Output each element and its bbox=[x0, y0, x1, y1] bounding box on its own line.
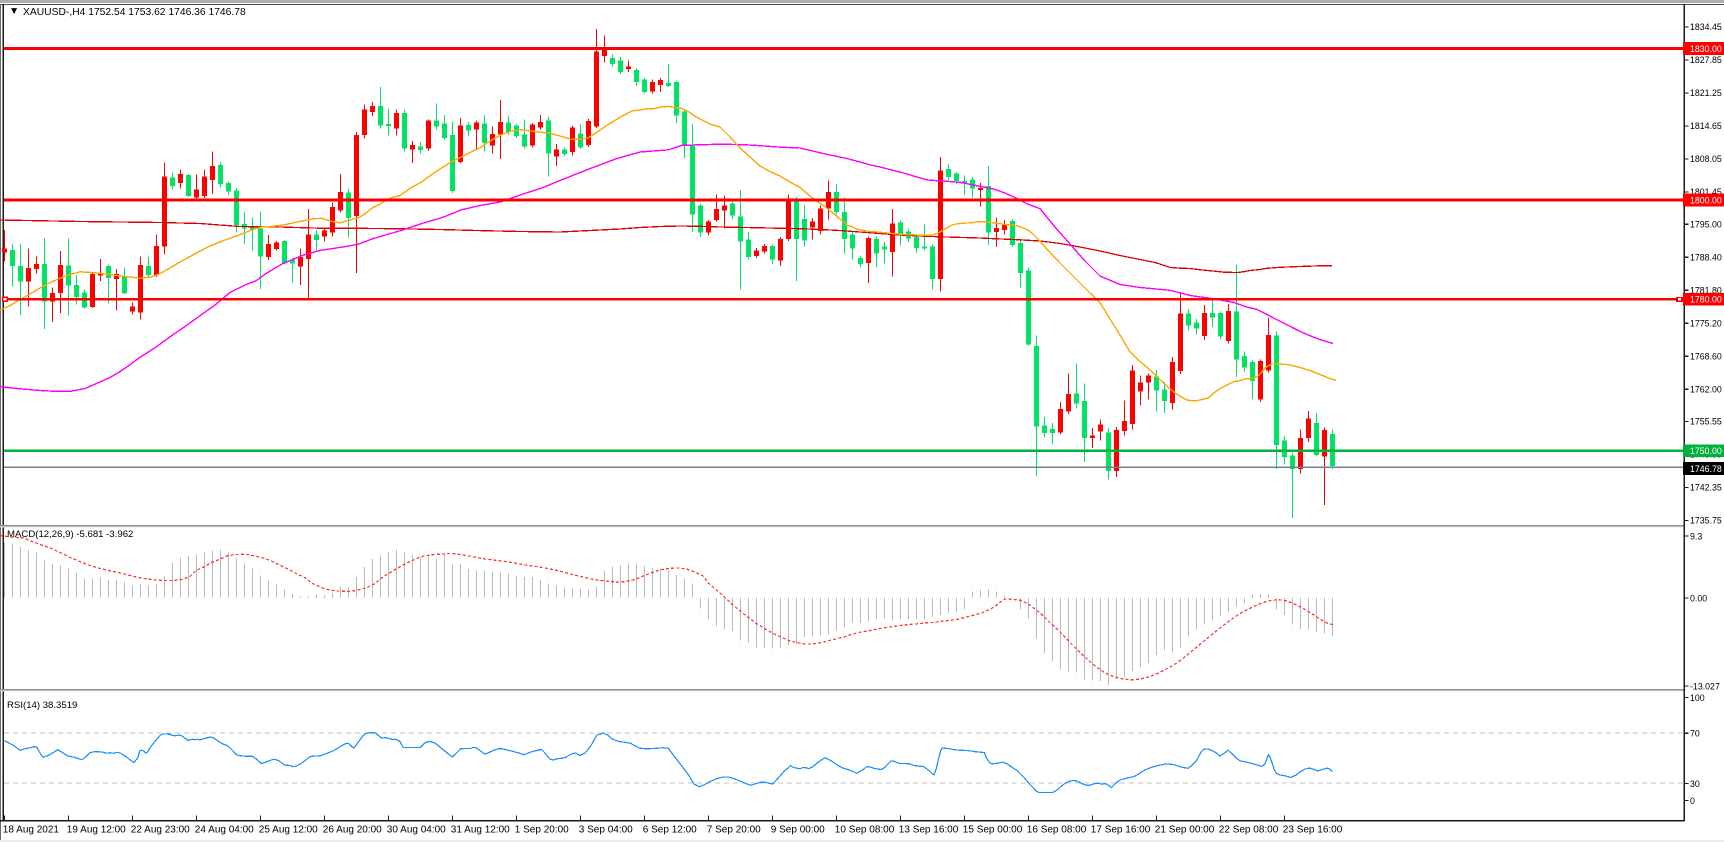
svg-text:1742.35: 1742.35 bbox=[1690, 483, 1722, 493]
svg-text:1788.40: 1788.40 bbox=[1690, 253, 1722, 263]
svg-text:1821.25: 1821.25 bbox=[1690, 88, 1722, 98]
svg-text:1830.00: 1830.00 bbox=[1690, 44, 1722, 54]
svg-text:22 Sep 08:00: 22 Sep 08:00 bbox=[1219, 825, 1279, 836]
svg-text:1762.00: 1762.00 bbox=[1690, 385, 1722, 395]
svg-text:6 Sep 12:00: 6 Sep 12:00 bbox=[643, 825, 697, 836]
svg-text:RSI(14) 38.3519: RSI(14) 38.3519 bbox=[7, 700, 77, 711]
svg-text:1834.45: 1834.45 bbox=[1690, 22, 1722, 32]
svg-text:-13.027: -13.027 bbox=[1690, 682, 1720, 692]
svg-text:1735.75: 1735.75 bbox=[1690, 516, 1722, 526]
svg-text:19 Aug 12:00: 19 Aug 12:00 bbox=[67, 825, 126, 836]
svg-text:1750.00: 1750.00 bbox=[1690, 446, 1722, 456]
svg-text:MACD(12,26,9) -5.681 -3.962: MACD(12,26,9) -5.681 -3.962 bbox=[7, 529, 133, 540]
svg-text:24 Aug 04:00: 24 Aug 04:00 bbox=[195, 825, 254, 836]
svg-text:25 Aug 12:00: 25 Aug 12:00 bbox=[259, 825, 318, 836]
svg-text:1 Sep 20:00: 1 Sep 20:00 bbox=[515, 825, 569, 836]
svg-text:21 Sep 00:00: 21 Sep 00:00 bbox=[1155, 825, 1215, 836]
svg-text:1801.45: 1801.45 bbox=[1690, 187, 1722, 197]
svg-text:10 Sep 08:00: 10 Sep 08:00 bbox=[835, 825, 895, 836]
svg-text:1781.80: 1781.80 bbox=[1690, 286, 1722, 296]
svg-text:15 Sep 00:00: 15 Sep 00:00 bbox=[963, 825, 1023, 836]
svg-text:1755.55: 1755.55 bbox=[1690, 417, 1722, 427]
svg-text:100: 100 bbox=[1690, 693, 1705, 703]
svg-text:XAUUSD-,H4 1752.54 1753.62 17: XAUUSD-,H4 1752.54 1753.62 1746.36 1746.… bbox=[23, 7, 246, 18]
svg-text:▼: ▼ bbox=[9, 6, 19, 17]
svg-text:26 Aug 20:00: 26 Aug 20:00 bbox=[323, 825, 382, 836]
svg-text:0: 0 bbox=[1690, 796, 1695, 806]
svg-text:9 Sep 00:00: 9 Sep 00:00 bbox=[771, 825, 825, 836]
svg-text:1768.60: 1768.60 bbox=[1690, 352, 1722, 362]
svg-text:9.3: 9.3 bbox=[1690, 532, 1702, 542]
svg-text:31 Aug 12:00: 31 Aug 12:00 bbox=[451, 825, 510, 836]
svg-text:1780.00: 1780.00 bbox=[1690, 295, 1722, 305]
svg-text:0.00: 0.00 bbox=[1690, 594, 1707, 604]
svg-text:3 Sep 04:00: 3 Sep 04:00 bbox=[579, 825, 633, 836]
svg-text:1746.78: 1746.78 bbox=[1690, 464, 1722, 474]
svg-text:1808.05: 1808.05 bbox=[1690, 154, 1722, 164]
svg-text:22 Aug 23:00: 22 Aug 23:00 bbox=[131, 825, 190, 836]
svg-text:70: 70 bbox=[1690, 729, 1700, 739]
svg-text:1775.20: 1775.20 bbox=[1690, 319, 1722, 329]
svg-text:13 Sep 16:00: 13 Sep 16:00 bbox=[899, 825, 959, 836]
svg-text:16 Sep 08:00: 16 Sep 08:00 bbox=[1027, 825, 1087, 836]
svg-text:7 Sep 20:00: 7 Sep 20:00 bbox=[707, 825, 761, 836]
svg-text:1827.85: 1827.85 bbox=[1690, 55, 1722, 65]
svg-text:30 Aug 04:00: 30 Aug 04:00 bbox=[387, 825, 446, 836]
svg-text:30: 30 bbox=[1690, 779, 1700, 789]
svg-text:18 Aug 2021: 18 Aug 2021 bbox=[3, 825, 60, 836]
svg-text:1800.00: 1800.00 bbox=[1690, 195, 1722, 205]
svg-text:1814.65: 1814.65 bbox=[1690, 121, 1722, 131]
svg-text:17 Sep 16:00: 17 Sep 16:00 bbox=[1091, 825, 1151, 836]
svg-text:1795.00: 1795.00 bbox=[1690, 220, 1722, 230]
svg-text:23 Sep 16:00: 23 Sep 16:00 bbox=[1283, 825, 1343, 836]
